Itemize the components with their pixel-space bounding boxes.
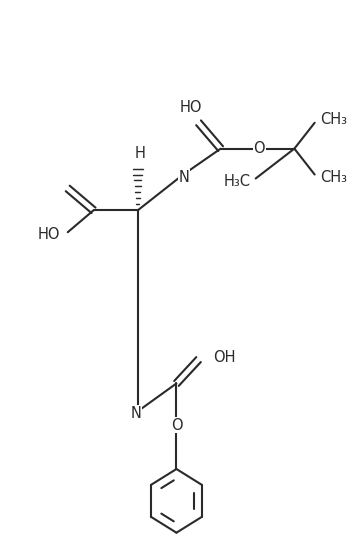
- Text: CH₃: CH₃: [320, 170, 347, 185]
- Text: N: N: [131, 406, 141, 421]
- Text: O: O: [171, 418, 182, 433]
- Text: CH₃: CH₃: [320, 112, 347, 127]
- Text: O: O: [254, 141, 265, 156]
- Text: N: N: [178, 170, 189, 185]
- Text: OH: OH: [213, 350, 236, 365]
- Text: HO: HO: [180, 100, 202, 115]
- Text: HO: HO: [38, 227, 60, 241]
- Text: H: H: [135, 146, 146, 161]
- Text: H₃C: H₃C: [223, 174, 250, 189]
